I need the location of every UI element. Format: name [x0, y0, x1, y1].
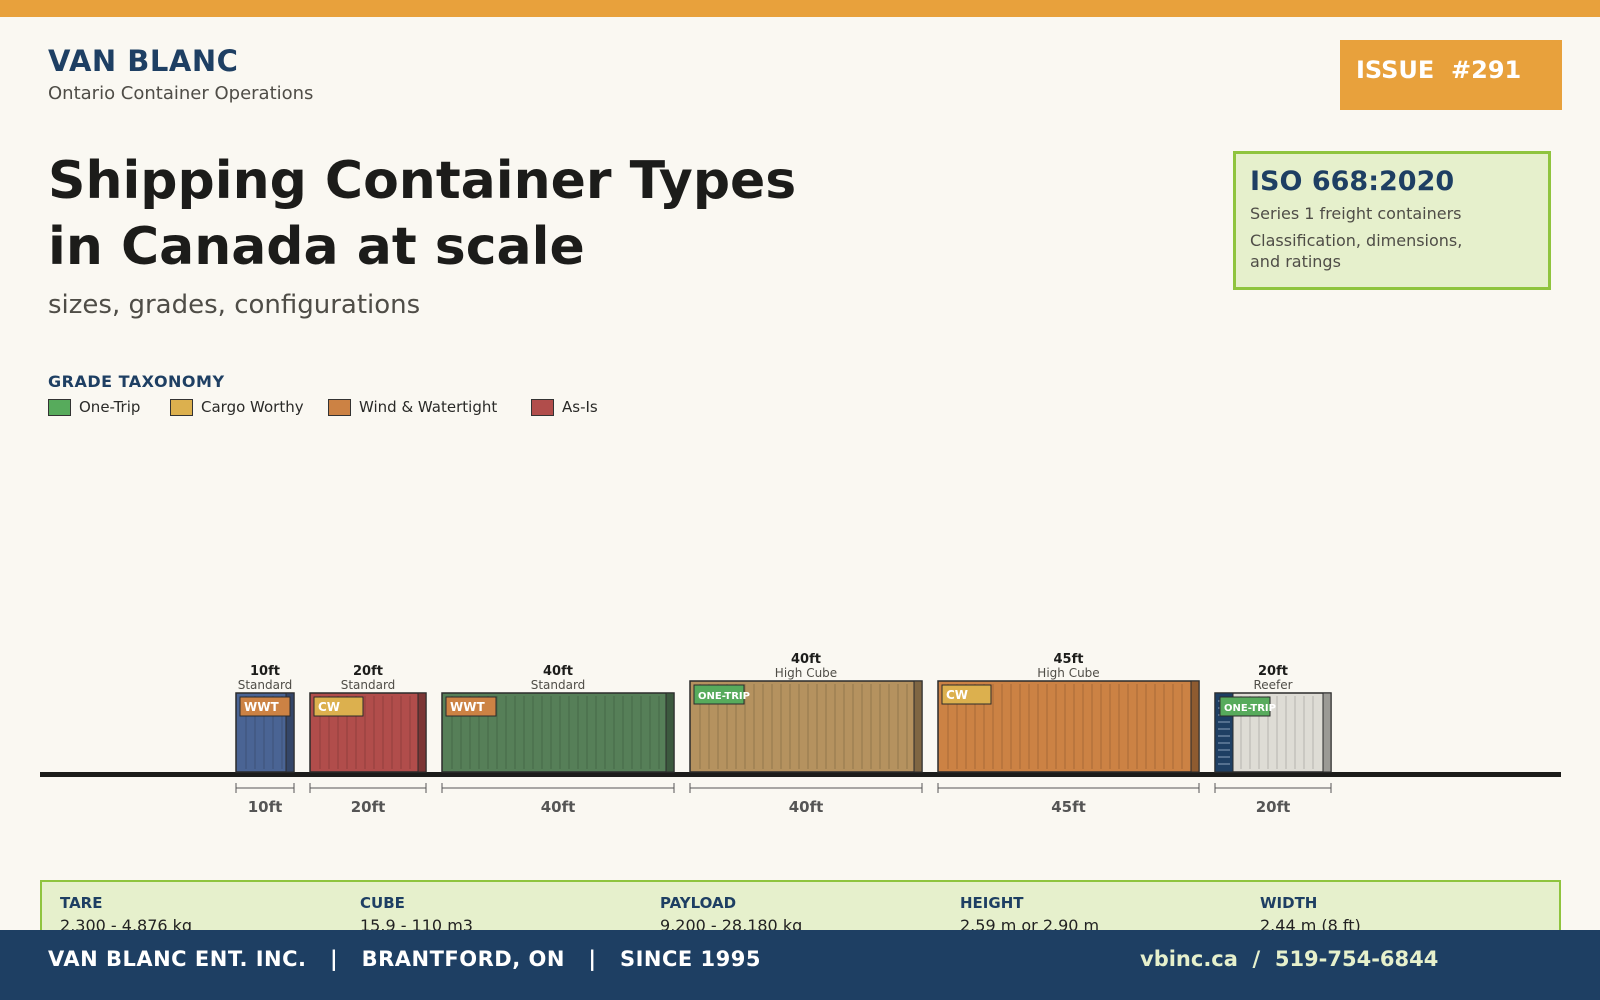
grade-tag-label: ONE-TRIP [1224, 703, 1276, 714]
spec-height: HEIGHT 2.59 m or 2.90 m [960, 894, 1100, 935]
spec-cube: CUBE 15.9 - 110 m3 [360, 894, 473, 935]
spec-payload: PAYLOAD 9,200 - 28,180 kg [660, 894, 803, 935]
door-end [1322, 692, 1332, 773]
top-accent-bar [0, 0, 1600, 17]
spec-tare: TARE 2,300 - 4,876 kg [60, 894, 193, 935]
legend-label: Cargo Worthy [201, 398, 304, 416]
grade-tag-label: WWT [450, 700, 485, 714]
footer-bar: VAN BLANC ENT. INC. | BRANTFORD, ON | SI… [0, 930, 1600, 1000]
container-size-label: 10ft [250, 664, 280, 679]
brand-subtitle: Ontario Container Operations [48, 83, 314, 104]
door-end [1190, 680, 1200, 773]
grade-tag-label: CW [318, 700, 340, 714]
container-type-label: Standard [341, 678, 396, 692]
dimension-label: 40ft [541, 798, 576, 816]
dimension-label: 10ft [248, 798, 283, 816]
dimension-label: 20ft [351, 798, 386, 816]
page-subtitle: sizes, grades, configurations [48, 290, 421, 320]
grade-tag [445, 696, 497, 717]
grade-tag [313, 696, 364, 717]
legend-item-as-is: As-Is [531, 398, 598, 416]
footer-contact: vbinc.ca / 519-754-6844 [1140, 947, 1439, 971]
legend-item-cargo-worthy: Cargo Worthy [170, 398, 304, 416]
grade-tag-label: WWT [244, 700, 279, 714]
grade-tag [693, 684, 745, 705]
container-type-label: Reefer [1253, 678, 1292, 692]
container-size-label: 20ft [1258, 664, 1288, 679]
legend-label: As-Is [562, 398, 598, 416]
container-size-label: 45ft [1054, 652, 1084, 667]
title-line-2: in Canada at scale [48, 217, 585, 277]
legend-item-wind-watertight: Wind & Watertight [328, 398, 497, 416]
door-end [285, 692, 295, 773]
grade-tag [941, 684, 992, 705]
grade-tag [239, 696, 291, 717]
grade-tag-label: CW [946, 688, 968, 702]
footer-company: VAN BLANC ENT. INC. | BRANTFORD, ON | SI… [48, 947, 761, 971]
legend-label: One-Trip [79, 398, 141, 416]
container-size-label: 20ft [353, 664, 383, 679]
dimension-label: 45ft [1051, 798, 1086, 816]
legend-swatch [531, 398, 554, 416]
iso-line: Classification, dimensions, and ratings [1250, 231, 1463, 271]
brand-name: VAN BLANC [48, 44, 239, 78]
door-end [417, 692, 427, 773]
iso-line: Series 1 freight containers [1250, 204, 1462, 223]
container-type-label: High Cube [1037, 666, 1099, 680]
container-scale-diagram: WWT10ftStandard10ftCW20ftStandard20ftWWT… [40, 652, 1561, 816]
issue-badge: ISSUE #291 [1340, 40, 1562, 110]
grade-tag-label: ONE-TRIP [698, 691, 750, 702]
legend-label: Wind & Watertight [359, 398, 498, 416]
container-type-label: High Cube [775, 666, 837, 680]
legend-swatch [170, 398, 193, 416]
ground-line [40, 772, 1561, 777]
page-title: Shipping Container Types in Canada at sc… [48, 148, 796, 280]
door-end [665, 692, 675, 773]
door-end [913, 680, 923, 773]
grade-tag [1219, 696, 1271, 717]
iso-title: ISO 668:2020 [1250, 166, 1455, 197]
legend-item-one-trip: One-Trip [48, 398, 140, 416]
iso-standard-card: ISO 668:2020 Series 1 freight containers… [1233, 151, 1551, 290]
container-type-label: Standard [238, 678, 293, 692]
title-line-1: Shipping Container Types [48, 151, 797, 211]
container-type-label: Standard [531, 678, 586, 692]
container-size-label: 40ft [791, 652, 821, 667]
legend-swatch [328, 398, 351, 416]
spec-width: WIDTH 2.44 m (8 ft) [1260, 894, 1361, 935]
legend-swatch [48, 398, 71, 416]
grade-taxonomy-title: GRADE TAXONOMY [48, 372, 225, 391]
dimension-label: 40ft [789, 798, 824, 816]
container-size-label: 40ft [543, 664, 573, 679]
dimension-label: 20ft [1256, 798, 1291, 816]
